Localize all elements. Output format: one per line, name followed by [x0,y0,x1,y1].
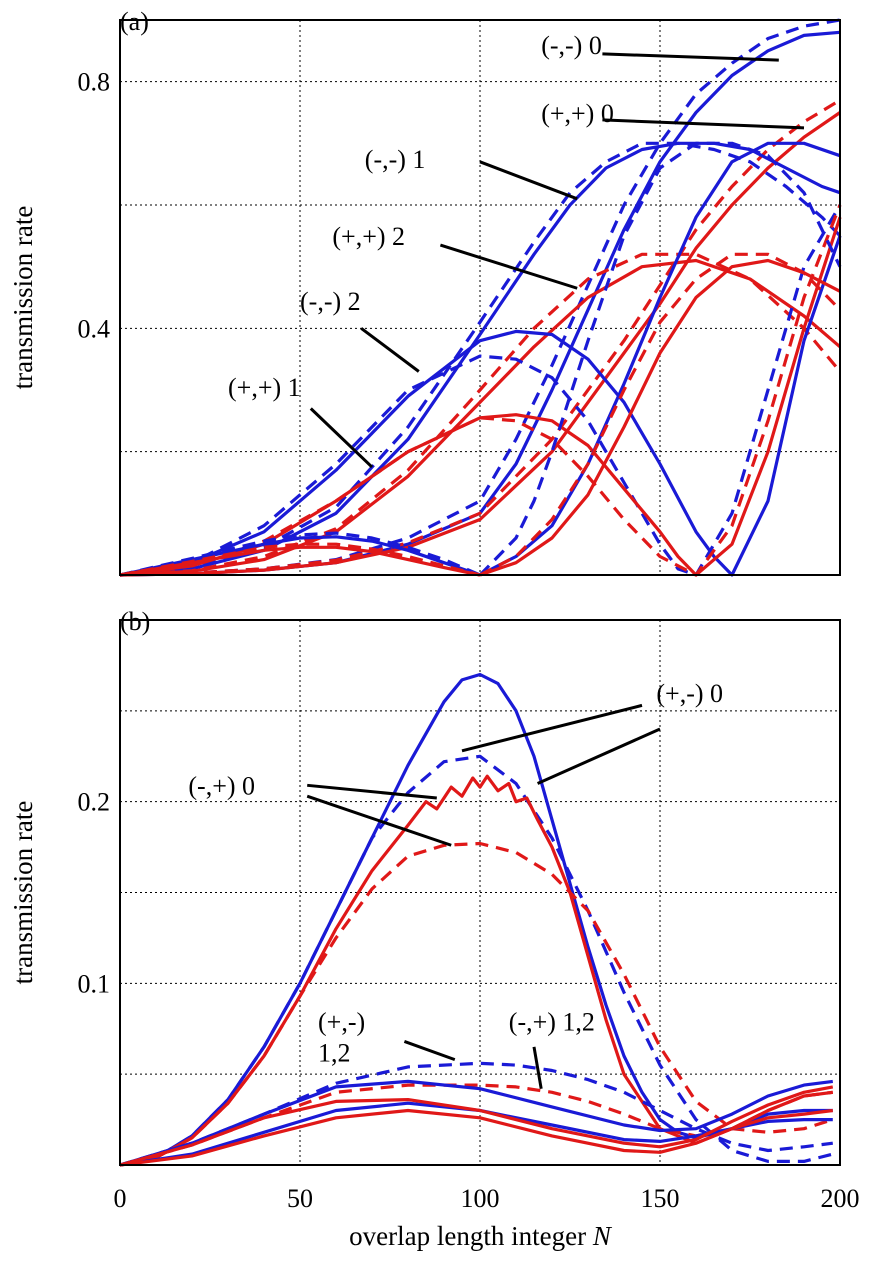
annotation-leader-line [360,327,420,373]
annotation-label: 1,2 [318,1038,351,1067]
gridlines [120,20,840,575]
series-line-blue-solid [119,141,841,577]
series-line-red-solid [479,258,841,577]
panel-label: (a) [120,7,149,36]
y-tick-label: 0.4 [78,314,111,343]
annotation-leader-line [536,727,661,785]
x-tick-label: 200 [821,1184,860,1213]
gridlines [120,620,840,1165]
x-tick-label: 150 [641,1184,680,1213]
annotation-leader-line [479,160,578,201]
series-line-blue-solid [119,1079,834,1167]
series-line-red-dashed [479,252,842,577]
x-tick-label: 0 [114,1184,127,1213]
annotation-leader-line [602,118,805,130]
y-tick-label: 0.1 [78,969,111,998]
x-axis-label: overlap length integer N [349,1221,613,1251]
series-line-blue-solid [119,1101,833,1167]
panel-b: (+,-) 0 (-,+) 0 (+,-)1,2 (-,+) 1,2 0.1 0.2 0 50… [8,607,860,1251]
annotations: (-,-) 0 (+,+) 0 (-,-) 1 (+,+) 2 (-,-) 2 (+,+)… [228,31,805,469]
plot-frame [119,619,841,1166]
annotation-leader-line [306,794,452,847]
series-line-red-dashed [119,542,481,577]
annotation-leader-line [461,703,643,753]
y-tick-label: 0.8 [78,68,111,97]
series-line-red-solid [119,774,834,1167]
y-axis-label: transmission rate [8,206,38,390]
x-axis-label-variable: N [592,1221,613,1251]
annotation-leader-line [532,1046,543,1089]
annotation-leader-line [439,243,578,290]
y-tick-labels: 0.1 0.2 [78,788,111,999]
annotation-label: (+,+) 0 [541,99,614,128]
x-tick-label: 50 [287,1184,313,1213]
series-line-red-dashed [119,204,842,577]
series-group [119,18,842,577]
series-line-red-dashed [119,1083,834,1167]
series-group [119,672,834,1167]
series-line-blue-dashed [119,204,842,577]
annotation-label: (-,-) 2 [300,287,361,316]
annotation-label: (-,+) 1,2 [509,1008,595,1037]
x-tick-label: 100 [461,1184,500,1213]
series-line-blue-dashed [119,1061,833,1167]
annotations: (+,-) 0 (-,+) 0 (+,-)1,2 (-,+) 1,2 [188,679,723,1089]
series-line-blue-solid [119,30,841,577]
series-line-blue-dashed [478,141,842,577]
annotation-label: (-,+) 0 [188,771,255,800]
y-tick-labels: 0.4 0.8 [78,68,111,344]
annotation-label: (+,-) 0 [656,679,723,708]
panel-label: (b) [120,607,150,636]
annotation-leader-line [403,1040,456,1062]
annotation-label: (-,-) 1 [365,145,426,174]
series-line-red-solid [119,258,842,577]
annotation-label: (+,+) 1 [228,373,301,402]
plot-frame [119,19,841,576]
series-line-blue-solid [119,535,481,577]
annotation-leader-line [307,783,437,800]
y-tick-label: 0.2 [78,788,111,817]
annotation-label: (+,-) [318,1008,365,1037]
series-line-blue-dashed [119,754,834,1167]
annotation-label: (-,-) 0 [541,31,602,60]
series-line-red-dashed [119,252,842,577]
series-line-red-solid [119,1085,834,1167]
annotation-leader-line [602,52,779,62]
annotation-label: (+,+) 2 [332,222,405,251]
series-line-blue-solid [479,141,841,577]
y-axis-label: transmission rate [8,801,38,985]
series-line-blue-solid [119,235,842,577]
series-line-blue-dashed [119,141,842,577]
x-axis-label-text: overlap length integer [349,1221,586,1251]
series-line-red-solid [119,1108,833,1167]
panel-a: (-,-) 0 (+,+) 0 (-,-) 1 (+,+) 2 (-,-) 2 (+,+)… [8,7,842,577]
x-tick-labels: 0 50 100 150 200 [114,1184,860,1213]
series-line-red-solid [119,545,481,577]
series-line-red-solid [119,216,842,577]
series-line-blue-dashed [119,531,481,577]
annotation-leader-line [309,407,374,469]
